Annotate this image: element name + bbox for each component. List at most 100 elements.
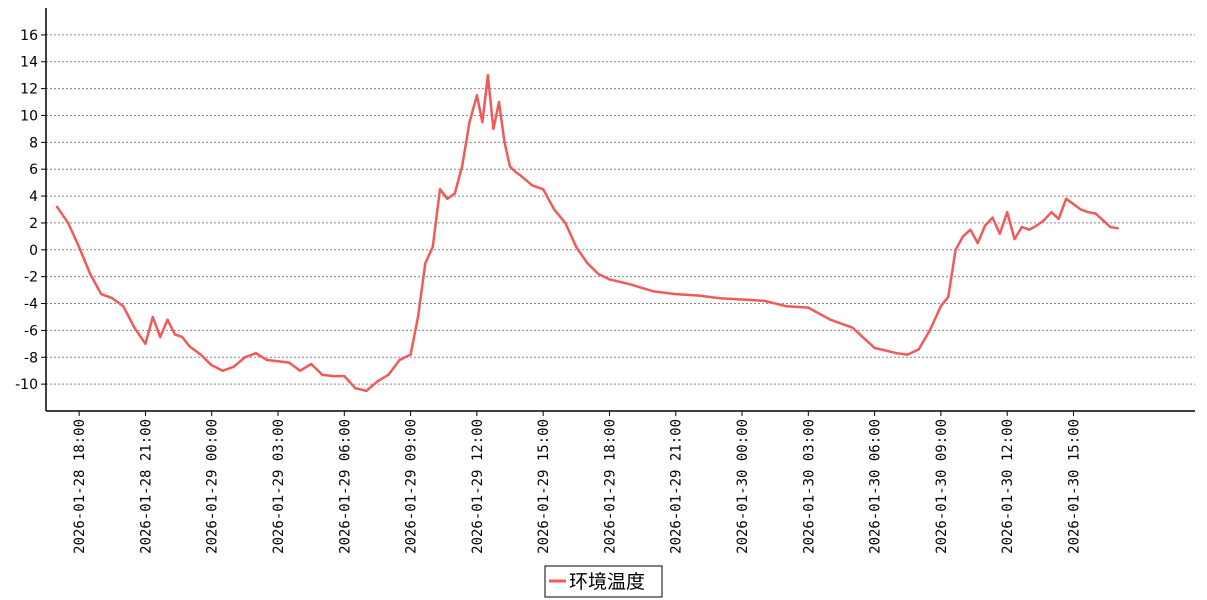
- data-point: [1101, 219, 1105, 222]
- data-point: [221, 369, 224, 372]
- data-point: [530, 184, 534, 187]
- data-point: [1087, 211, 1090, 214]
- data-point: [159, 335, 162, 339]
- data-point: [254, 352, 258, 355]
- data-point: [460, 165, 464, 168]
- data-point: [652, 290, 655, 293]
- y-tick-label: -4: [24, 297, 38, 313]
- data-point: [1057, 217, 1060, 221]
- data-point: [438, 188, 442, 191]
- data-point: [873, 346, 876, 350]
- x-tick-label: 2026-01-29 06:00: [337, 419, 353, 554]
- data-point: [1079, 208, 1083, 211]
- data-point: [939, 305, 943, 308]
- grid-lines: [46, 34, 1195, 385]
- data-point: [77, 245, 81, 249]
- y-tick-label: 12: [20, 82, 38, 98]
- y-tick-label: -6: [24, 323, 38, 339]
- data-point: [991, 216, 994, 219]
- x-tick-label: 2026-01-30 09:00: [934, 419, 950, 554]
- data-point: [1006, 211, 1009, 214]
- data-point: [928, 329, 931, 332]
- data-point: [343, 374, 346, 378]
- x-tick-label: 2026-01-30 15:00: [1066, 419, 1082, 554]
- data-point: [969, 228, 972, 231]
- data-point: [1094, 212, 1097, 215]
- data-point: [1035, 224, 1038, 227]
- data-point: [961, 235, 965, 238]
- data-point: [144, 342, 147, 345]
- series-layer: [55, 73, 1119, 393]
- x-tick-label: 2026-01-30 00:00: [735, 419, 751, 554]
- y-tick-label: -2: [24, 270, 38, 286]
- x-tick-label: 2026-01-29 15:00: [536, 419, 552, 554]
- data-point: [998, 232, 1001, 235]
- x-tick-label: 2026-01-28 21:00: [138, 419, 154, 554]
- data-point: [332, 374, 335, 378]
- data-point: [468, 121, 471, 124]
- data-point: [265, 358, 269, 362]
- data-point: [917, 348, 920, 351]
- data-point: [387, 373, 390, 376]
- data-point: [492, 127, 495, 131]
- y-tick-label: 14: [20, 55, 38, 71]
- data-point: [1020, 225, 1024, 229]
- data-point: [365, 389, 368, 393]
- x-tick-label: 2026-01-29 12:00: [470, 419, 486, 554]
- data-point: [55, 205, 59, 208]
- data-point: [89, 272, 92, 276]
- data-point: [597, 272, 600, 276]
- data-point: [1050, 211, 1053, 214]
- data-point: [1109, 225, 1112, 229]
- data-point: [696, 294, 699, 297]
- data-point: [173, 333, 177, 336]
- data-point: [486, 74, 490, 77]
- data-point: [298, 369, 302, 372]
- data-point: [376, 380, 379, 383]
- data-point: [424, 262, 427, 265]
- data-point: [674, 292, 677, 296]
- y-tick-label: 8: [29, 135, 38, 151]
- data-point: [762, 299, 766, 302]
- data-point: [608, 278, 611, 281]
- data-point: [166, 318, 169, 321]
- data-point: [586, 262, 589, 265]
- data-point: [895, 352, 898, 355]
- x-tick-label: 2026-01-28 18:00: [72, 419, 88, 554]
- x-tick-label: 2026-01-29 00:00: [205, 419, 221, 554]
- data-point: [199, 353, 202, 356]
- data-point: [210, 364, 213, 367]
- data-point: [310, 362, 313, 366]
- x-tick-label: 2026-01-29 21:00: [669, 419, 685, 554]
- x-tick-label: 2026-01-29 18:00: [602, 419, 618, 554]
- data-point: [398, 358, 401, 362]
- y-tick-label: -10: [15, 377, 38, 393]
- data-point: [232, 365, 235, 368]
- data-point: [497, 100, 501, 104]
- legend-label: 环境温度: [569, 571, 645, 593]
- data-point: [354, 387, 357, 390]
- legend: 环境温度: [544, 565, 663, 598]
- data-point: [508, 165, 512, 168]
- x-axis: 2026-01-28 18:00 2026-01-28 21:00 2026-01-…: [46, 410, 1195, 554]
- data-point: [416, 315, 420, 319]
- data-point: [1116, 227, 1119, 230]
- data-point: [181, 335, 184, 339]
- data-point: [243, 356, 247, 359]
- data-point: [630, 283, 633, 286]
- data-point: [976, 241, 979, 245]
- data-point: [321, 373, 324, 376]
- data-point: [100, 292, 103, 296]
- data-point: [564, 221, 567, 225]
- data-point: [829, 318, 832, 321]
- data-point: [503, 141, 506, 144]
- y-tick-label: 0: [29, 243, 38, 259]
- y-tick-label: 16: [20, 28, 38, 44]
- y-tick-label: 2: [29, 216, 38, 232]
- data-point: [906, 353, 909, 356]
- data-point: [514, 170, 517, 174]
- data-point: [409, 353, 412, 356]
- data-point: [519, 174, 523, 178]
- data-point: [947, 295, 950, 298]
